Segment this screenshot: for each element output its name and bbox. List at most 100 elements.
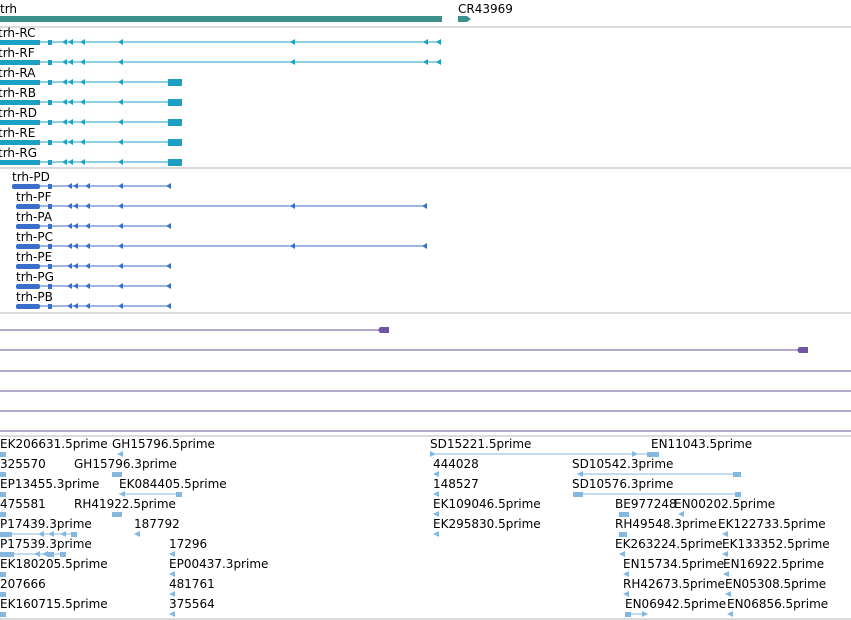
est-feature[interactable]: EN15734.5prime [623,557,724,577]
est-block [34,551,40,557]
est-feature[interactable]: 475581 [0,497,46,517]
exon-block [168,139,182,146]
est-feature[interactable]: 17296 [169,537,207,557]
est-feature[interactable]: EN05308.5prime [725,577,826,597]
est-feature[interactable]: RH41922.5prime [74,497,176,517]
protein-label: trh-PD [12,170,50,184]
purple-feature[interactable] [0,327,389,333]
est-block [169,591,175,597]
transcript-feature[interactable]: trh-RF [0,46,441,65]
est-feature[interactable]: EP13455.3prime [0,477,99,497]
est-feature[interactable]: EP00437.3prime [169,557,268,577]
protein-track: trh-PD trh-PF trh-PA [12,170,427,309]
est-label: 148527 [433,477,479,491]
est-label: SD10576.3prime [572,477,673,491]
est-feature[interactable]: SD10576.3prime [572,477,741,497]
gene-label-trh: trh [0,2,17,16]
est-feature[interactable]: EK109046.5prime [433,497,541,517]
est-feature[interactable]: EN00202.5prime [674,497,775,517]
est-feature[interactable]: EK295830.5prime [433,517,541,537]
transcript-feature[interactable]: trh-RG [0,146,182,166]
est-block [0,492,6,497]
exon-block [48,264,52,269]
est-feature[interactable]: EK122733.5prime [718,517,826,537]
est-feature[interactable]: EN16922.5prime [723,557,824,577]
est-feature[interactable]: BE977248 [615,497,677,517]
est-label: 17296 [169,537,207,551]
est-feature[interactable]: 148527 [433,477,479,497]
est-feature[interactable]: 207666 [0,577,46,597]
exon-block [0,120,40,125]
protein-feature[interactable]: trh-PB [16,290,171,309]
gene-bar-trh[interactable] [0,16,442,22]
exon-block [0,40,40,45]
est-feature[interactable]: SD15221.5prime [430,437,659,457]
est-feature[interactable]: EN11043.5prime [651,437,752,451]
est-track: EK206631.5prime GH15796.5prime SD15221.5… [0,437,830,617]
strand-arrows [67,303,171,309]
est-block [430,451,436,457]
protein-feature[interactable]: trh-PD [12,170,171,189]
est-feature[interactable]: 187792 [134,517,180,537]
est-block [722,531,728,537]
est-label: EK122733.5prime [718,517,826,531]
gene-feature-cr43969[interactable]: CR43969 [458,2,513,22]
strand-arrows [62,79,123,85]
transcript-feature[interactable]: trh-RA [0,66,182,86]
est-block [112,512,122,517]
est-label: EK180205.5prime [0,557,108,571]
transcript-feature[interactable]: trh-RB [0,86,182,106]
est-feature[interactable]: 375564 [169,597,215,617]
est-label: EN11043.5prime [651,437,752,451]
transcript-feature[interactable]: trh-RE [0,126,182,146]
purple-feature[interactable] [0,347,808,353]
strand-arrows [67,243,427,249]
protein-feature[interactable]: trh-PG [16,270,171,289]
est-feature[interactable]: RH49548.3prime [615,517,717,537]
est-feature[interactable]: EK160715.5prime [0,597,108,617]
est-block [60,531,66,537]
protein-feature[interactable]: trh-PE [16,250,171,269]
exon-block [168,79,182,86]
est-feature[interactable]: GH15796.5prime [112,437,215,457]
est-block [169,571,175,577]
est-feature[interactable]: 481761 [169,577,215,597]
protein-feature[interactable]: trh-PC [16,230,427,249]
est-feature[interactable]: GH15796.3prime [74,457,177,477]
est-feature[interactable]: EN06856.5prime [727,597,828,617]
est-feature[interactable]: 325570 [0,457,46,477]
strand-arrows [67,263,171,269]
est-feature[interactable]: RH42673.5prime [623,577,725,597]
est-feature[interactable]: EK263224.5prime [615,537,723,557]
est-block [176,492,182,497]
transcript-track: trh-RC trh-RF tr [0,26,441,166]
est-feature[interactable]: P17539.3prime [0,537,92,557]
transcript-feature[interactable]: trh-RC [0,26,441,45]
est-block [433,531,439,537]
est-label: EN06856.5prime [727,597,828,611]
transcript-label: trh-RD [0,106,37,120]
est-feature[interactable]: EK206631.5prime [0,437,108,457]
est-block [433,491,439,497]
est-block [0,552,14,557]
protein-feature[interactable]: trh-PA [16,210,171,229]
est-feature[interactable]: EK084405.5prime [119,477,227,497]
exon-block [48,224,52,229]
est-feature[interactable]: SD10542.3prime [572,457,741,477]
gene-bar-cr43969[interactable] [458,16,471,22]
est-block [678,511,684,517]
transcript-feature[interactable]: trh-RD [0,106,182,126]
gene-feature-trh[interactable]: trh [0,2,442,22]
exon-block [16,204,40,209]
est-feature[interactable]: EK180205.5prime [0,557,108,577]
exon-block [168,159,182,166]
protein-feature[interactable]: trh-PF [16,190,427,209]
est-feature[interactable]: EK133352.5prime [722,537,830,557]
est-label: EN15734.5prime [623,557,724,571]
est-block [577,471,583,477]
est-feature[interactable]: 444028 [433,457,479,477]
est-feature[interactable]: EN06942.5prime [625,597,726,617]
est-label: EN06942.5prime [625,597,726,611]
est-feature[interactable]: P17439.3prime [0,517,92,537]
gene-track: trh CR43969 [0,2,513,22]
